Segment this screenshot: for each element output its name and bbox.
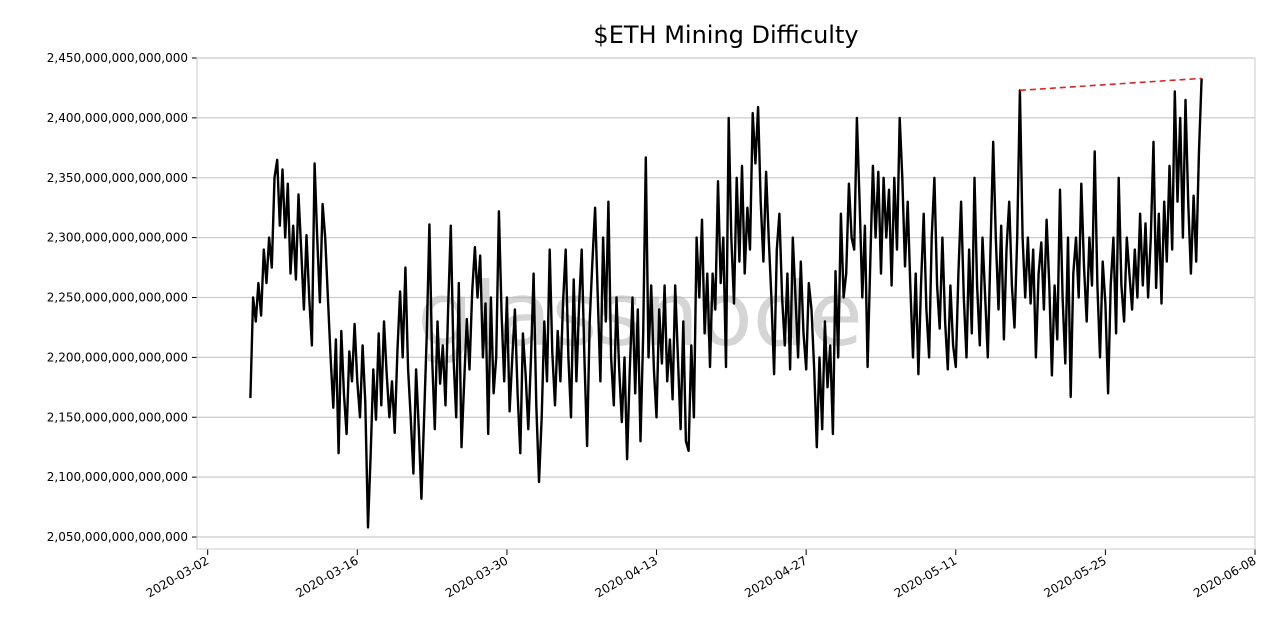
y-axis: 2,050,000,000,000,000 2,100,000,000,000,0… (47, 51, 197, 544)
x-tick-label: 2020-05-11 (892, 553, 959, 600)
y-tick-label: 2,450,000,000,000,000 (47, 51, 188, 65)
x-tick-label: 2020-06-08 (1191, 553, 1258, 600)
y-tick-label: 2,350,000,000,000,000 (47, 171, 188, 185)
plot-frame (196, 57, 1256, 550)
y-tick-label: 2,100,000,000,000,000 (47, 470, 188, 484)
x-tick-label: 2020-04-27 (742, 553, 809, 600)
x-tick-label: 2020-04-13 (593, 553, 660, 600)
trend-line (1019, 77, 1202, 92)
y-tick-label: 2,050,000,000,000,000 (47, 530, 188, 544)
y-tick-label: 2,200,000,000,000,000 (47, 350, 188, 364)
y-tick-label: 2,150,000,000,000,000 (47, 410, 188, 424)
x-tick-label: 2020-03-30 (443, 553, 510, 600)
y-tick-label: 2,250,000,000,000,000 (47, 291, 188, 305)
x-tick-label: 2020-03-02 (144, 553, 211, 600)
x-axis: 2020-03-02 2020-03-16 2020-03-30 2020-04-13… (144, 549, 1259, 600)
chart-title: $ETH Mining Difficulty (593, 21, 858, 49)
y-tick-label: 2,300,000,000,000,000 (47, 231, 188, 245)
x-tick-label: 2020-05-25 (1041, 553, 1108, 600)
y-tick-label: 2,400,000,000,000,000 (47, 111, 188, 125)
difficulty-line (249, 78, 1203, 529)
x-tick-label: 2020-03-16 (293, 553, 360, 600)
